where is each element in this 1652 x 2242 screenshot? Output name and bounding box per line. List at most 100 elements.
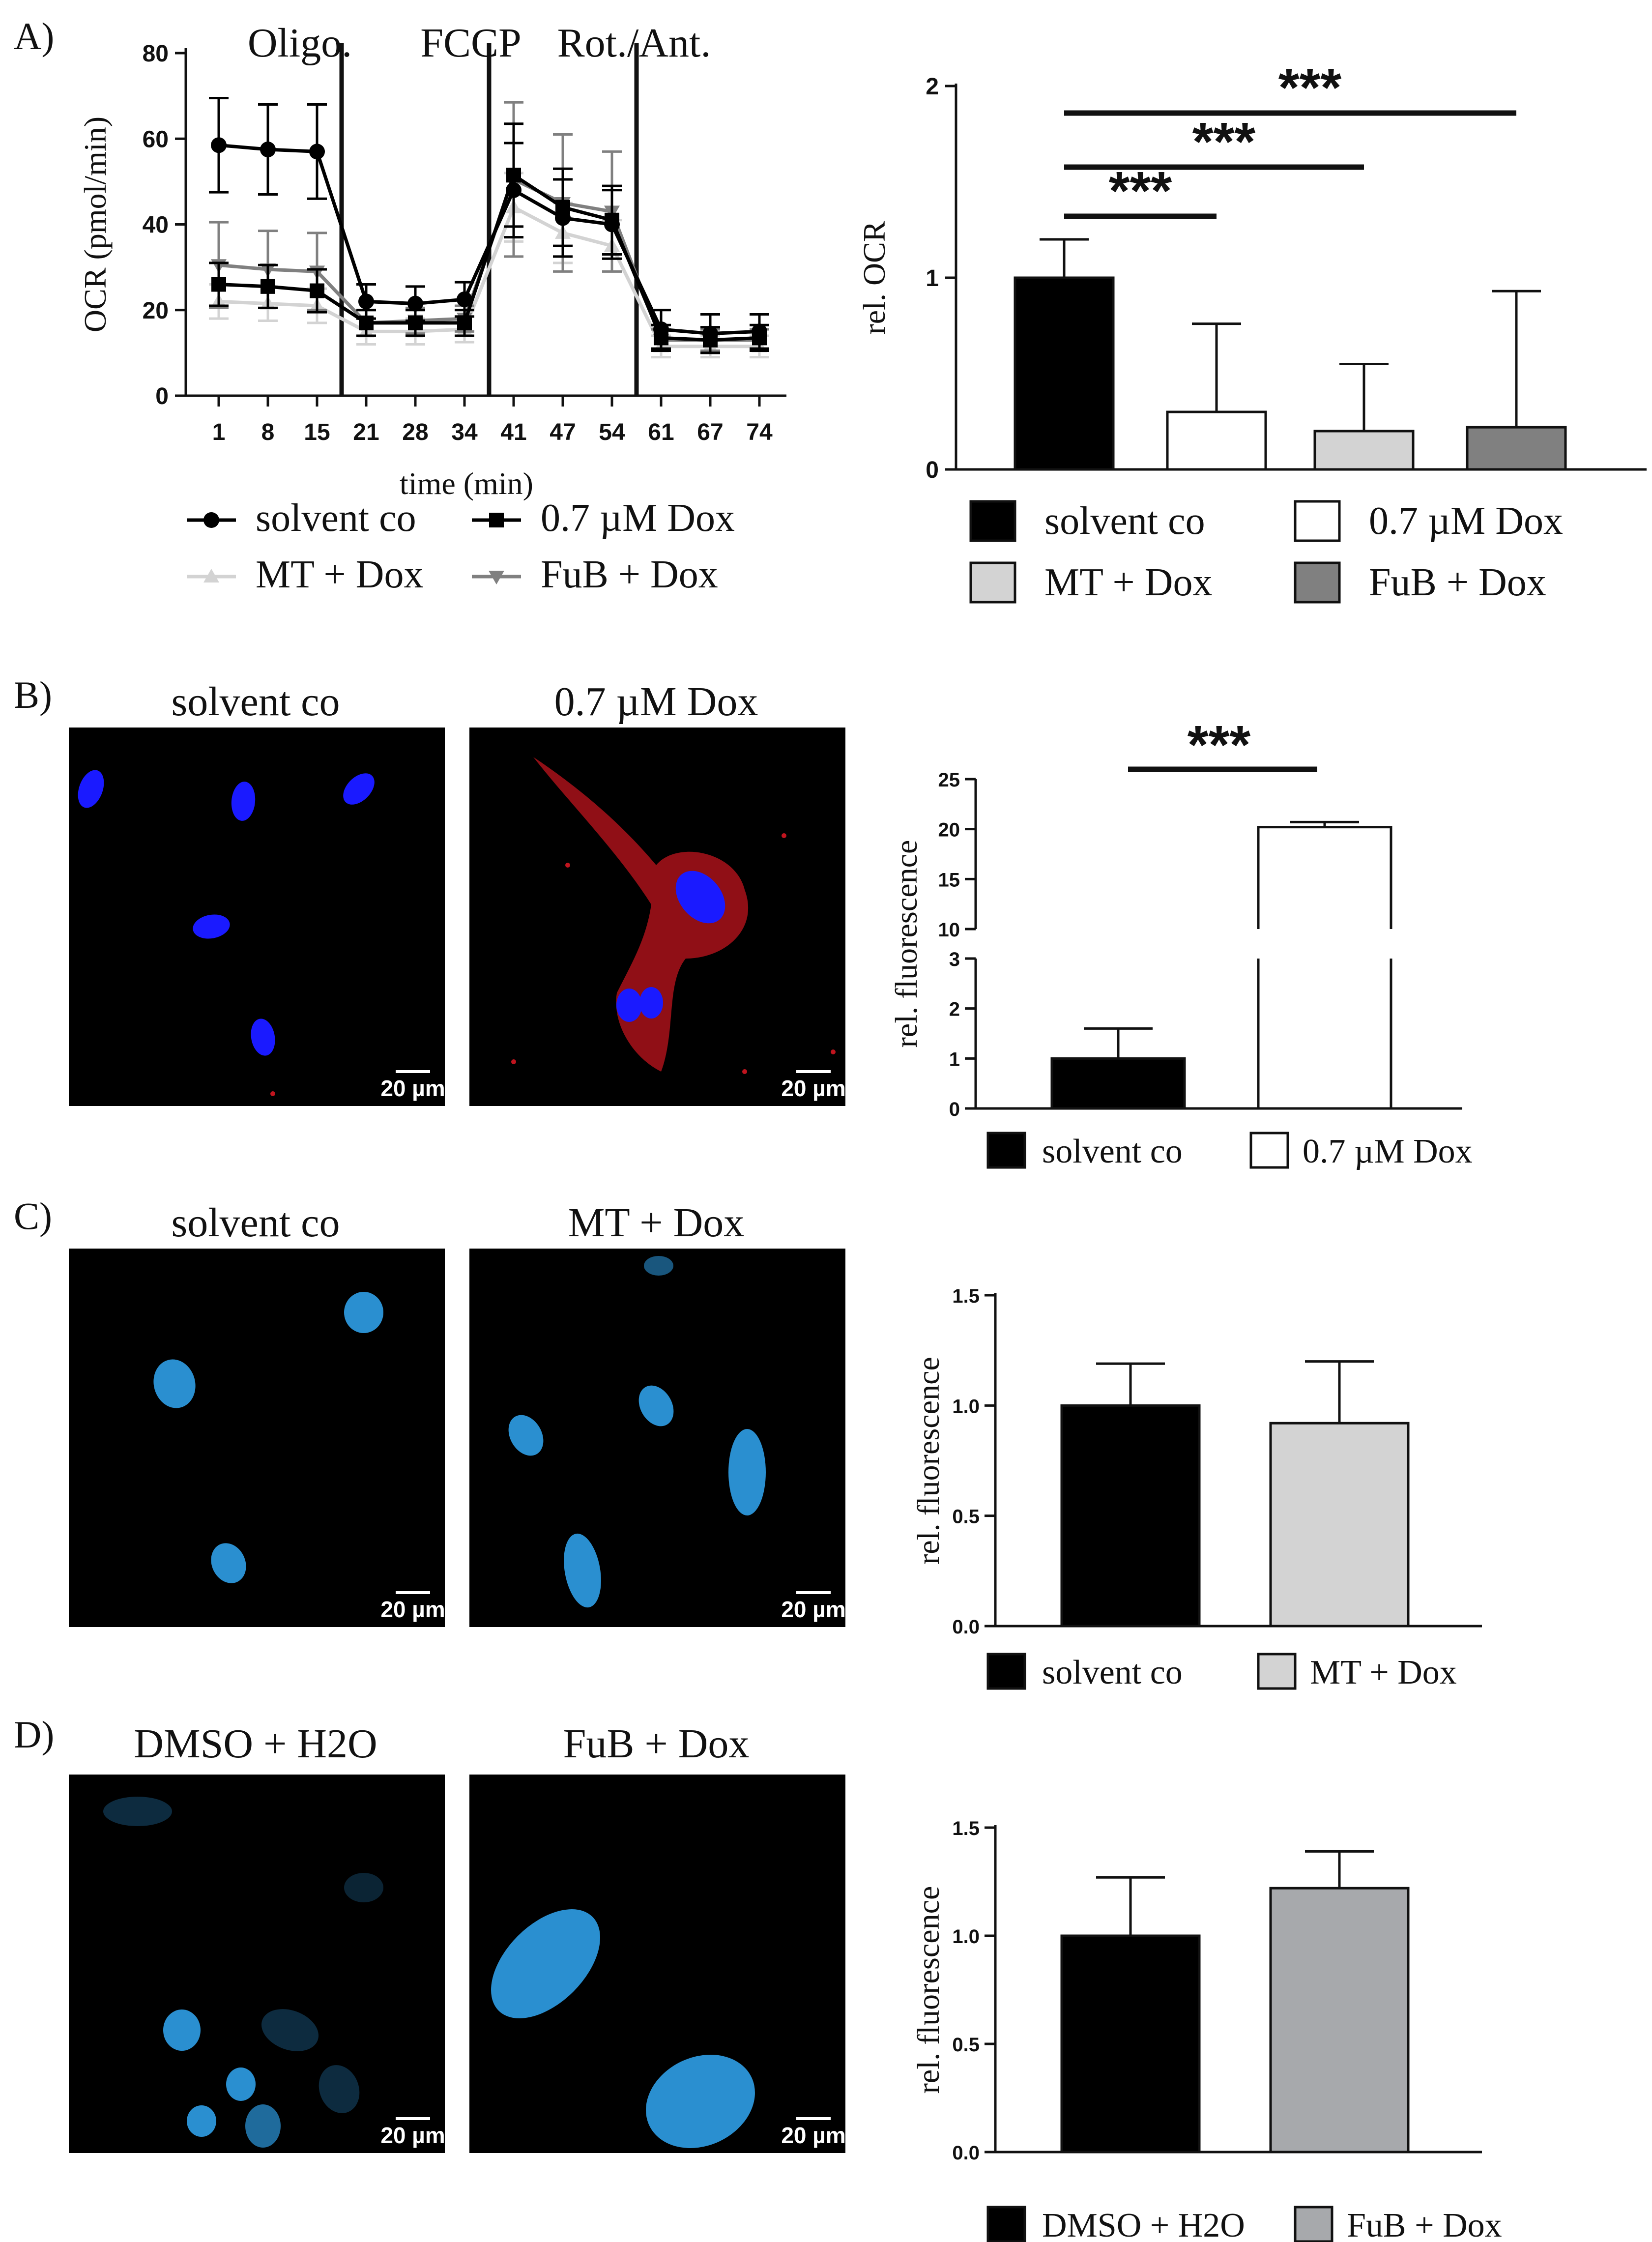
y-tick-label: 1.5 [952,1285,980,1307]
legend-swatch [1294,561,1341,604]
y-tick-label: 0 [155,383,169,409]
nucleus [211,1543,246,1583]
legend-label: MT + Dox [1044,561,1212,604]
panel-letter-b: B) [14,673,52,716]
bar [1269,1887,1410,2154]
micrograph [69,1249,445,1627]
nucleus [231,782,256,821]
data-point [260,142,276,158]
x-tick-label: 8 [261,419,275,445]
legend-label: solvent co [256,496,416,540]
data-point [752,323,767,340]
legend-swatch [1294,500,1341,542]
nucleus [344,1873,383,1902]
y-tick-label: 10 [938,919,960,941]
micrographs-d: DMSO + H2O 20 µm FuB + Dox 20 µm [69,1721,846,2153]
image-title-left: solvent co [172,679,340,725]
nucleus [226,2067,256,2101]
y-tick-label: 0 [949,1099,960,1120]
y-tick-label: 1.0 [952,1396,980,1417]
y-tick-label: 40 [143,212,169,238]
legend-label: solvent co [1044,499,1205,543]
legend-marker [203,512,219,528]
y-tick-label: 1.0 [952,1926,980,1948]
injection-label: FCCP [420,20,522,66]
bar [1060,1404,1201,1628]
legend-label: FuB + Dox [1369,561,1546,604]
nucleus [193,914,230,939]
injection-label: Rot./Ant. [557,20,711,66]
y-tick-label: 20 [938,819,960,841]
legend-swatch [986,2206,1026,2242]
scale-bar-label: 20 µm [380,1597,445,1622]
nucleus [343,773,375,805]
scale-bar-label: 20 µm [380,1076,445,1101]
rel-fluorescence-chart-b: 0 1 2 3 10 15 20 25 rel. fluorescence *** solvent … [889,715,1473,1170]
nucleus [103,1797,172,1826]
legend-label: solvent co [1042,1654,1183,1691]
rel-ocr-bar-chart: 0 1 2 rel. OCR *** *** *** solvent co 0.7 µM Dox… [857,58,1647,604]
bar [1466,426,1567,471]
y-tick-label: 20 [143,298,169,324]
legend-label: 0.7 µM Dox [541,496,735,540]
legend-label: FuB + Dox [1347,2207,1502,2242]
data-point [211,137,227,153]
micrographs-b: solvent co 20 µm 0.7 µM Dox 20 µm [69,679,846,1106]
nucleus [344,1292,383,1333]
legend-swatch [986,1653,1026,1690]
scale-bar-label: 20 µm [781,2123,845,2148]
nucleus [319,2065,360,2113]
y-tick-label: 0.0 [952,1616,980,1638]
data-point [506,182,522,198]
nucleus [675,871,725,924]
bar [1050,1057,1186,1110]
x-tick-label: 15 [304,419,330,445]
x-axis-title: time (min) [400,466,533,501]
micrographs-c: solvent co 20 µm MT + Dox 20 µm [69,1200,846,1627]
bar [1014,276,1115,471]
scale-bar-label: 20 µm [781,1076,845,1101]
image-title-right: FuB + Dox [563,1721,750,1767]
legend-swatch [1249,1132,1289,1169]
bar-lower [1257,959,1392,1108]
bar-upper [1257,826,1392,929]
rel-fluorescence-chart-c: 0.0 0.5 1.0 1.5 rel. fluorescence solvent co M… [911,1285,1482,1691]
scale-bar-label: 20 µm [781,1597,845,1622]
x-tick-label: 54 [599,419,625,445]
y-tick-label: 1.5 [952,1818,980,1839]
x-tick-label: 1 [212,419,226,445]
legend-swatch [986,1132,1026,1169]
y-axis-title: rel. fluorescence [911,1357,946,1565]
legend-label: FuB + Dox [541,553,718,596]
panel-letter-d: D) [14,1713,54,1756]
series-line [218,204,759,349]
legend-label: DMSO + H2O [1042,2207,1245,2242]
data-point [702,325,718,342]
legend-label: solvent co [1042,1133,1183,1170]
nucleus [187,2105,216,2137]
x-tick-label: 21 [353,419,379,445]
y-tick-label: 3 [949,949,960,970]
data-point [358,293,374,310]
nucleus [638,1385,674,1427]
rel-fluorescence-chart-d: 0.0 0.5 1.0 1.5 rel. fluorescence DMSO + H2O F… [911,1818,1502,2242]
legend-label: 0.7 µM Dox [1369,499,1563,543]
nucleus [491,1909,600,2018]
panel-letter-c: C) [14,1194,52,1237]
image-title-right: 0.7 µM Dox [554,679,758,725]
data-point [407,295,423,312]
significance-stars: *** [1188,715,1251,775]
y-axis-title: OCR (pmol/min) [78,116,113,332]
y-tick-label: 2 [926,74,939,100]
data-point [457,315,472,330]
y-tick-label: 0.5 [952,1506,980,1528]
x-tick-label: 41 [500,419,526,445]
nucleus [163,2009,201,2051]
x-tick-label: 61 [648,419,674,445]
bar [1166,410,1267,471]
nucleus [78,770,104,808]
y-tick-label: 25 [938,769,960,791]
legend-swatch [1294,2206,1333,2242]
legend-label: MT + Dox [1310,1654,1457,1691]
